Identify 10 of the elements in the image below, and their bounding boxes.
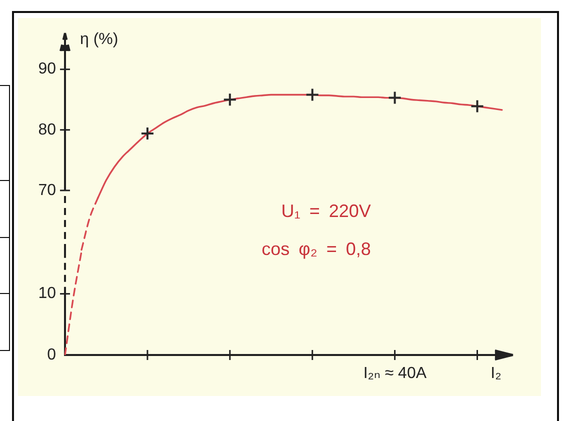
y-tick-label: 70 <box>38 182 56 199</box>
annotation: U₁ = 220V <box>281 200 371 224</box>
y-tick-label: 10 <box>38 285 56 302</box>
y-tick-label: 80 <box>38 121 56 138</box>
y-tick-label: 90 <box>38 60 56 78</box>
y-axis-title: η (%) <box>80 30 118 50</box>
y-tick-label: 0 <box>47 346 56 364</box>
text: I₂ₙ ≈ 40A <box>363 364 427 384</box>
annotation: cos φ₂ = 0,8 <box>262 238 371 262</box>
x-axis-title: I₂ <box>490 364 502 384</box>
